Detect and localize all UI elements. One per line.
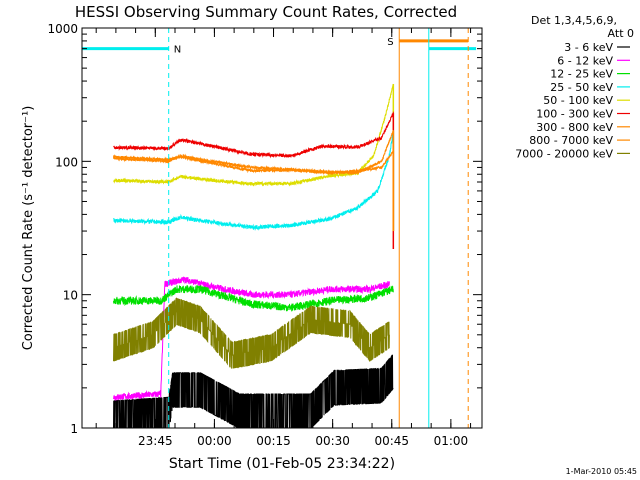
trailing-segment-0 xyxy=(495,161,505,171)
series-line-7 xyxy=(113,150,394,176)
legend-label-0: 3 - 6 keV xyxy=(564,41,613,54)
series-7 xyxy=(113,150,395,232)
x-axis: 23:45 00:00 00:15 00:30 00:45 01:00 xyxy=(95,28,472,448)
x-tick-label: 00:30 xyxy=(315,434,350,448)
series-8 xyxy=(113,297,390,369)
trailing-segment-5 xyxy=(495,299,505,310)
series-layer xyxy=(113,83,505,428)
trailing-segment-3 xyxy=(495,178,505,186)
series-line-5 xyxy=(113,111,394,159)
series-line-3 xyxy=(113,130,394,232)
y-tick-label: 1 xyxy=(70,422,78,436)
plot-frame xyxy=(81,27,483,429)
detector-info-line2: Att 0 xyxy=(608,27,634,40)
trailing-segment-2 xyxy=(495,166,505,177)
x-tick-label: 00:00 xyxy=(197,434,232,448)
marker-layer xyxy=(168,28,469,428)
y-axis-label: Corrected Count Rate (s⁻¹ detector⁻¹) xyxy=(21,106,36,351)
trailing-segment-6 xyxy=(495,291,505,299)
legend-label-1: 6 - 12 keV xyxy=(557,54,613,67)
x-tick-label: 00:45 xyxy=(374,434,409,448)
legend-label-5: 100 - 300 keV xyxy=(536,108,613,121)
legend-label-2: 12 - 25 keV xyxy=(550,68,613,81)
flag-layer xyxy=(82,39,477,51)
legend-label-4: 50 - 100 keV xyxy=(543,94,613,107)
chart-title: HESSI Observing Summary Count Rates, Cor… xyxy=(75,3,457,21)
series-line-8 xyxy=(113,297,390,369)
flag-labels: NS xyxy=(174,37,394,56)
trailing-segment-1 xyxy=(495,164,505,176)
x-tick-label: 01:00 xyxy=(434,434,469,448)
x-tick-label: 23:45 xyxy=(138,434,173,448)
legend-label-3: 25 - 50 keV xyxy=(550,81,613,94)
flag-label-n: N xyxy=(174,45,181,56)
y-axis: 1 10 100 1000 xyxy=(47,22,482,436)
flag-label-s: S xyxy=(387,37,393,48)
legend-label-8: 7000 - 20000 keV xyxy=(515,147,613,160)
x-axis-label: Start Time (01-Feb-05 23:34:22) xyxy=(169,456,395,472)
legend-label-6: 300 - 800 keV xyxy=(536,121,613,134)
y-tick-label: 100 xyxy=(55,155,78,169)
series-1 xyxy=(113,276,390,402)
series-line-4 xyxy=(113,83,394,187)
series-0 xyxy=(113,354,394,428)
trailing-segment-7 xyxy=(495,344,505,352)
legend-label-7: 800 - 7000 keV xyxy=(529,134,613,147)
x-tick-label: 00:15 xyxy=(256,434,291,448)
timestamp: 1-Mar-2010 05:45 xyxy=(566,467,637,476)
y-tick-label: 10 xyxy=(63,289,78,303)
series-2 xyxy=(113,285,394,312)
series-line-1 xyxy=(113,276,390,402)
series-line-2 xyxy=(113,285,394,312)
trailing-segment-4 xyxy=(495,223,505,233)
trailing-segment-8 xyxy=(495,395,505,404)
y-tick-label: 1000 xyxy=(47,22,78,36)
series-line-0 xyxy=(113,354,394,428)
detector-info-line1: Det 1,3,4,5,6,9, xyxy=(531,14,617,27)
